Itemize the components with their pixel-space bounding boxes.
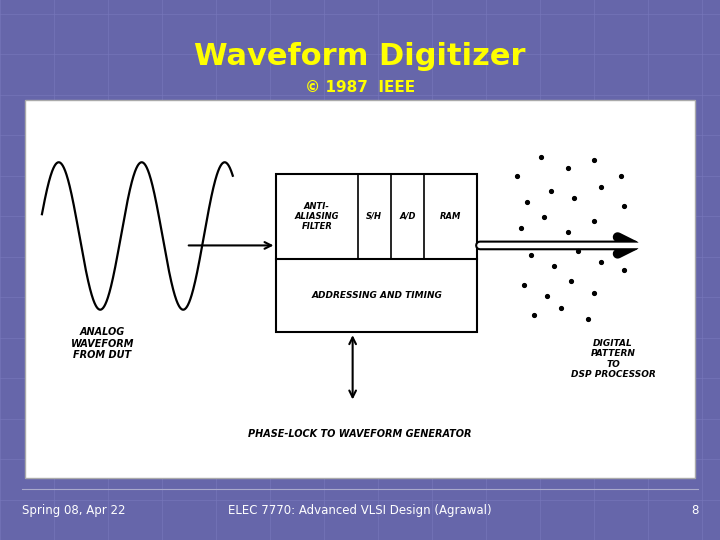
Text: Waveform Digitizer: Waveform Digitizer: [194, 42, 526, 71]
Text: 8: 8: [691, 504, 698, 517]
Text: ELEC 7770: Advanced VLSI Design (Agrawal): ELEC 7770: Advanced VLSI Design (Agrawal…: [228, 504, 492, 517]
Text: A/D: A/D: [399, 212, 415, 221]
Text: RAM: RAM: [440, 212, 462, 221]
Text: Spring 08, Apr 22: Spring 08, Apr 22: [22, 504, 125, 517]
Text: S/H: S/H: [366, 212, 382, 221]
Bar: [25, 100, 695, 478]
Text: PHASE-LOCK TO WAVEFORM GENERATOR: PHASE-LOCK TO WAVEFORM GENERATOR: [248, 429, 472, 440]
Text: ANALOG
WAVEFORM
FROM DUT: ANALOG WAVEFORM FROM DUT: [71, 327, 134, 360]
Text: © 1987  IEEE: © 1987 IEEE: [305, 80, 415, 95]
Bar: [276, 174, 477, 333]
Text: ANTI-
ALIASING
FILTER: ANTI- ALIASING FILTER: [294, 201, 339, 231]
Text: DIGITAL
PATTERN
TO
DSP PROCESSOR: DIGITAL PATTERN TO DSP PROCESSOR: [571, 339, 655, 379]
Text: ADDRESSING AND TIMING: ADDRESSING AND TIMING: [311, 292, 442, 300]
